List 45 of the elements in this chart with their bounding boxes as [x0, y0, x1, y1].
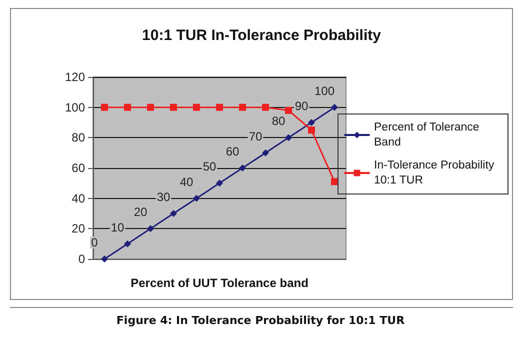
- point: [170, 210, 177, 217]
- data-label: 90: [294, 99, 308, 113]
- point: [124, 240, 131, 248]
- chart-title: 10:1 TUR In-Tolerance Probability: [142, 27, 382, 44]
- data-label: 40: [180, 174, 194, 189]
- point: [285, 106, 292, 114]
- point: [308, 126, 315, 134]
- y-tick-label: 120: [64, 70, 86, 84]
- data-label: 70: [248, 129, 262, 144]
- y-tick-label: 0: [78, 252, 86, 266]
- point: [170, 104, 177, 111]
- point: [239, 164, 246, 172]
- point: [147, 104, 154, 111]
- legend-label: Percent of Tolerance Band: [374, 122, 482, 148]
- y-tick-label: 40: [72, 191, 86, 206]
- caption: Figure 4: In Tolerance Probability for 10:1 TUR: [115, 314, 406, 327]
- legend-label: In-Tolerance Probability 10:1 TUR: [374, 160, 498, 186]
- point: [216, 180, 223, 187]
- point: [262, 149, 269, 156]
- data-label: 100: [314, 84, 335, 98]
- point: [216, 104, 223, 111]
- data-label: 10: [110, 220, 124, 234]
- data-label: 80: [272, 114, 286, 128]
- point: [193, 194, 200, 202]
- point: [262, 104, 269, 111]
- y-tick-label: 100: [64, 100, 86, 114]
- data-label: 20: [134, 205, 148, 220]
- y-tick-label: 20: [72, 222, 86, 236]
- point: [147, 225, 154, 232]
- point: [331, 104, 338, 111]
- point: [193, 104, 200, 111]
- y-tick-label: 60: [72, 161, 86, 175]
- point: [308, 119, 315, 126]
- x-axis-title: Percent of UUT Tolerance band: [130, 276, 308, 290]
- point: [239, 104, 246, 111]
- y-tick-label: 80: [72, 130, 86, 145]
- point: [101, 104, 108, 111]
- point: [101, 256, 108, 262]
- data-label: 0: [91, 236, 98, 250]
- data-label: 30: [156, 190, 170, 204]
- point: [285, 134, 292, 142]
- point: [331, 178, 338, 186]
- point: [124, 104, 131, 111]
- data-label: 60: [226, 144, 240, 158]
- data-label: 50: [202, 160, 216, 174]
